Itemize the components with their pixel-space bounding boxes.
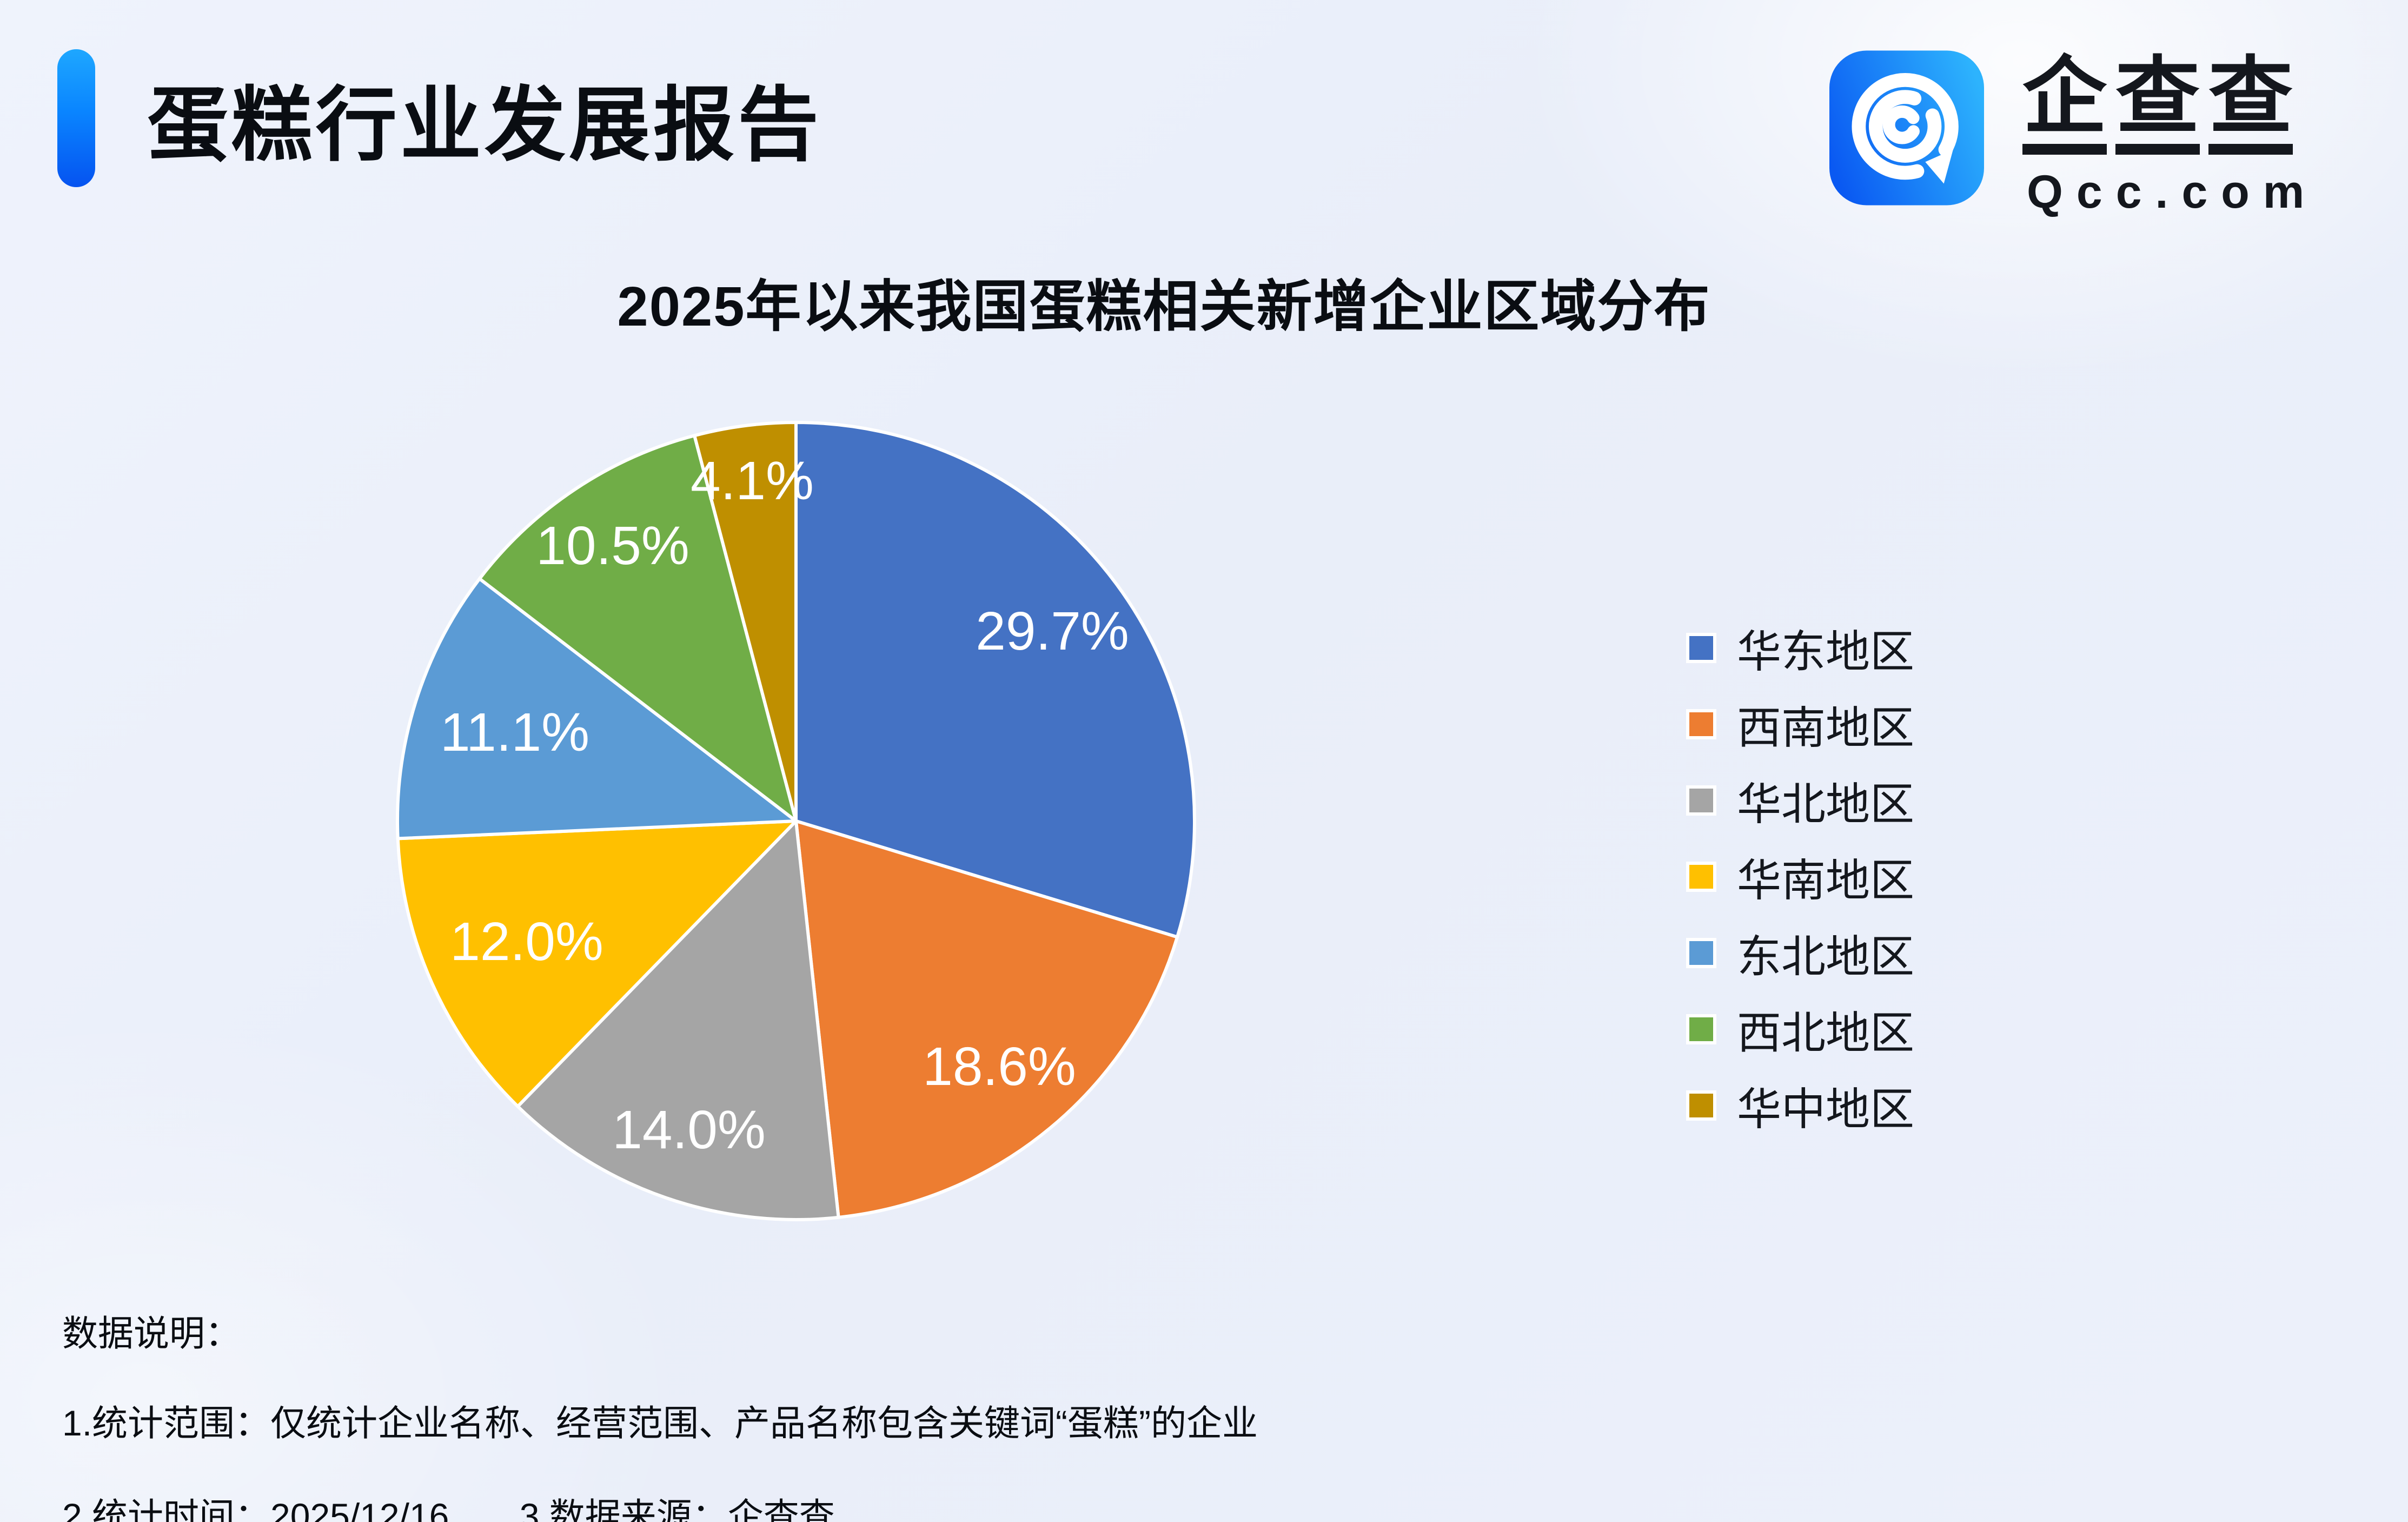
page-title: 蛋糕行业发展报告 [147, 80, 822, 170]
pie-chart: 29.7% 18.6% 14.0% 12.0% 11.1% 10.5%4.1% [396, 420, 1196, 1221]
legend-label: 华北地区 [1737, 780, 1915, 829]
legend-item: 华中地区 [1686, 1067, 1914, 1143]
notes-line2: 2.统计时间：2025/12/16 3.数据来源：企查查 [62, 1487, 1258, 1522]
legend-label: 华南地区 [1737, 856, 1915, 905]
legend-swatch [1686, 861, 1716, 892]
legend-swatch [1686, 1014, 1716, 1044]
legend-item: 华南地区 [1686, 838, 1914, 915]
chart-title: 2025年以来我国蛋糕相关新增企业区域分布 [617, 275, 1711, 338]
legend-item: 华北地区 [1686, 762, 1914, 838]
legend-item: 西北地区 [1686, 991, 1914, 1067]
brand-char: 查 [2115, 52, 2200, 155]
legend-label: 西南地区 [1737, 704, 1915, 753]
notes-source: 3.数据来源：企查查 [519, 1496, 835, 1522]
brand-char: 查 [2208, 52, 2293, 155]
title-accent-bar [57, 49, 95, 187]
legend-item: 西南地区 [1686, 686, 1914, 762]
legend: 华东地区西南地区华北地区华南地区东北地区西北地区华中地区 [1686, 610, 1914, 1143]
legend-label: 华中地区 [1737, 1085, 1915, 1134]
legend-label: 华东地区 [1737, 627, 1915, 677]
pie-slice-label: 4.1% [691, 451, 814, 511]
pie-slice [794, 421, 1196, 939]
pie-slice-label: 18.6% [923, 1036, 1076, 1097]
pie-slice-label: 14.0% [612, 1100, 766, 1160]
pie-slice-label: 10.5% [536, 515, 689, 576]
pie-slice [516, 819, 840, 1221]
notes-scope: 1.统计范围：仅统计企业名称、经营范围、产品名称包含关键词“蛋糕”的企业 [62, 1403, 1258, 1443]
legend-item: 东北地区 [1686, 915, 1914, 991]
qcc-logo-icon [1829, 50, 1984, 206]
legend-label: 西北地区 [1737, 1009, 1915, 1058]
logo-domain: Qcc.com [2027, 166, 2318, 218]
legend-swatch [1686, 709, 1716, 739]
pie-slice [477, 434, 798, 823]
legend-item: 华东地区 [1686, 610, 1914, 686]
notes-heading: 数据说明： [62, 1313, 241, 1353]
pie-slice-label: 12.0% [450, 911, 603, 972]
legend-swatch [1686, 937, 1716, 968]
notes-time: 2.统计时间：2025/12/16 [62, 1496, 449, 1522]
legend-swatch [1686, 785, 1716, 816]
logo-brand: 企查查 [2022, 52, 2293, 155]
pie-slice-label: 11.1% [440, 702, 589, 763]
data-notes: 数据说明： 1.统计范围：仅统计企业名称、经营范围、产品名称包含关键词“蛋糕”的… [62, 1305, 1258, 1522]
pie-slice [396, 577, 798, 841]
legend-label: 东北地区 [1737, 932, 1915, 982]
pie-slice [396, 819, 798, 1108]
pie-slice [794, 819, 1179, 1219]
pie-slice-label: 29.7% [976, 601, 1129, 661]
pie-slice [693, 420, 798, 823]
legend-swatch [1686, 1090, 1716, 1121]
brand-char: 企 [2022, 52, 2107, 155]
legend-swatch [1686, 632, 1716, 663]
